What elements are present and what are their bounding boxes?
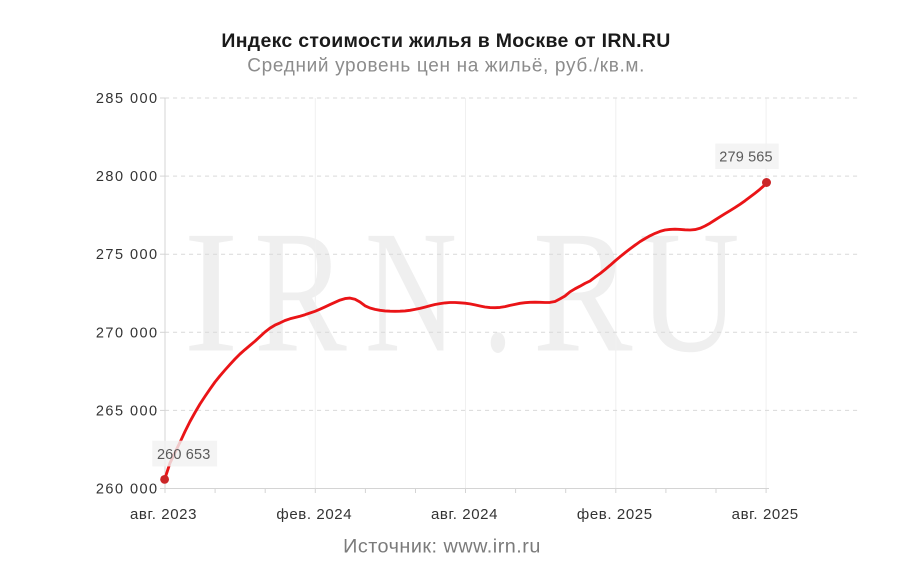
svg-text:авг. 2025: авг. 2025	[732, 506, 799, 523]
svg-text:280 000: 280 000	[96, 169, 159, 185]
svg-text:285 000: 285 000	[96, 91, 159, 107]
svg-text:279 565: 279 565	[719, 150, 772, 166]
svg-text:фев. 2025: фев. 2025	[577, 506, 653, 523]
svg-text:270 000: 270 000	[96, 325, 159, 341]
svg-text:Средний уровень цен на жильё,: Средний уровень цен на жильё, руб./кв.м.	[247, 56, 645, 77]
svg-text:U: U	[639, 196, 740, 389]
svg-text:Источник: www.irn.ru: Источник: www.irn.ru	[343, 536, 541, 558]
svg-text:фев. 2024: фев. 2024	[276, 506, 352, 523]
svg-text:N: N	[365, 195, 457, 389]
svg-text:авг. 2023: авг. 2023	[130, 506, 197, 523]
svg-text:авг. 2024: авг. 2024	[431, 506, 498, 523]
svg-text:Индекс стоимости жилья в Москв: Индекс стоимости жилья в Москве от IRN.R…	[221, 30, 670, 52]
svg-text:275 000: 275 000	[96, 247, 159, 263]
svg-text:R: R	[254, 196, 347, 390]
svg-text:R: R	[533, 196, 633, 389]
svg-text:.: .	[483, 194, 514, 389]
svg-text:260 653: 260 653	[157, 447, 210, 463]
svg-text:260 000: 260 000	[96, 482, 159, 498]
svg-text:I: I	[183, 195, 238, 389]
svg-text:265 000: 265 000	[96, 403, 159, 419]
